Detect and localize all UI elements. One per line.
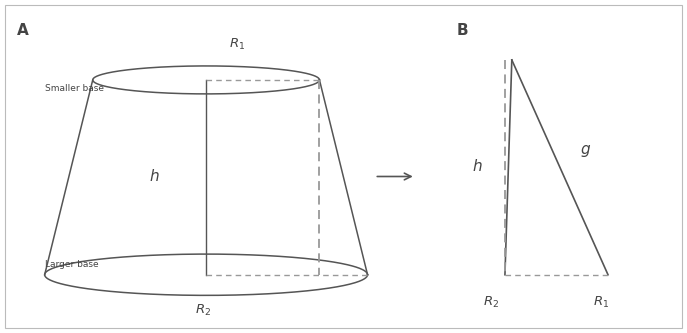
Text: Smaller base: Smaller base (45, 84, 104, 93)
Text: g: g (581, 142, 590, 158)
Text: R$_1$: R$_1$ (229, 37, 245, 52)
Text: Larger base: Larger base (45, 260, 98, 269)
Text: R$_1$: R$_1$ (593, 295, 609, 310)
Text: B: B (457, 23, 469, 38)
Text: h: h (473, 159, 482, 174)
Text: h: h (150, 169, 159, 184)
Text: R$_2$: R$_2$ (194, 303, 211, 318)
Text: A: A (17, 23, 29, 38)
Text: R$_2$: R$_2$ (483, 295, 499, 310)
